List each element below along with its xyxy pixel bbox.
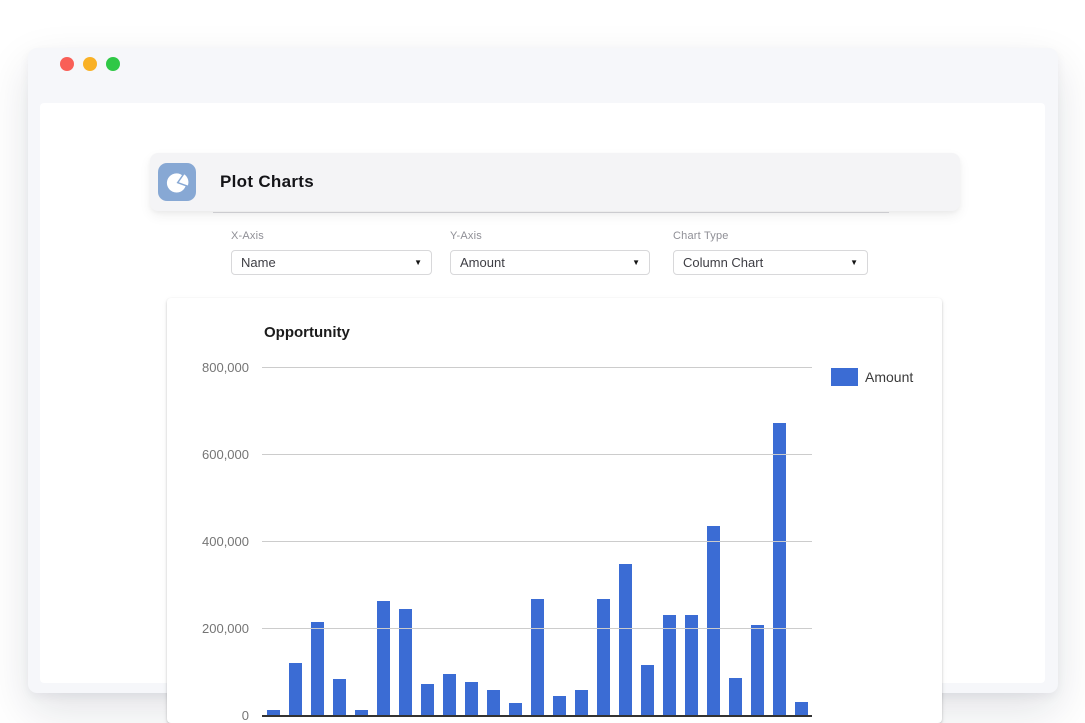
column-bar[interactable] <box>288 663 302 716</box>
column-bar[interactable] <box>420 684 434 716</box>
column-bar[interactable] <box>750 625 764 716</box>
legend-label: Amount <box>865 369 914 385</box>
x-axis-selected-value: Name <box>241 255 276 270</box>
y-tick-label: 0 <box>241 708 249 723</box>
x-axis-label: X-Axis <box>231 230 264 242</box>
bars <box>262 368 812 716</box>
pie-chart-glyph <box>166 173 189 193</box>
column-bar[interactable] <box>464 682 478 716</box>
header-divider <box>213 212 889 213</box>
y-axis-selected-value: Amount <box>460 255 505 270</box>
chart-type-selected-value: Column Chart <box>683 255 764 270</box>
app-header: Plot Charts <box>150 153 960 211</box>
column-bar[interactable] <box>552 695 566 716</box>
dropdown-caret-icon: ▼ <box>414 257 422 267</box>
app-window: Plot Charts X-Axis Name ▼ Y-Axis Amount … <box>28 48 1058 723</box>
column-bar[interactable] <box>398 609 412 716</box>
legend-swatch <box>831 368 858 386</box>
content-panel: Plot Charts X-Axis Name ▼ Y-Axis Amount … <box>40 103 1045 723</box>
column-bar[interactable] <box>662 615 676 716</box>
column-bar[interactable] <box>310 621 324 716</box>
chart-card: Opportunity 0 200,000 400,000 600,000 800,00… <box>167 298 942 723</box>
gridline <box>262 367 812 368</box>
column-bar[interactable] <box>684 615 698 716</box>
column-bar[interactable] <box>266 709 280 716</box>
column-bar[interactable] <box>728 677 742 716</box>
column-bar[interactable] <box>486 690 500 716</box>
y-tick-label: 400,000 <box>202 534 249 549</box>
column-bar[interactable] <box>794 701 808 716</box>
column-bar[interactable] <box>706 525 720 716</box>
maximize-window-button[interactable] <box>106 57 120 71</box>
column-bar[interactable] <box>332 679 346 716</box>
y-tick-label: 600,000 <box>202 447 249 462</box>
plot-area <box>262 367 812 717</box>
column-bar[interactable] <box>640 664 654 716</box>
y-axis-select[interactable]: Amount ▼ <box>450 250 650 275</box>
dropdown-caret-icon: ▼ <box>850 257 858 267</box>
gridline <box>262 454 812 455</box>
chart-type-label: Chart Type <box>673 230 729 242</box>
page-title: Plot Charts <box>220 172 314 191</box>
column-bar[interactable] <box>530 599 544 716</box>
chart-type-control: Chart Type Column Chart ▼ <box>673 230 868 275</box>
y-tick-label: 800,000 <box>202 360 249 375</box>
y-axis-control: Y-Axis Amount ▼ <box>450 230 650 275</box>
chart-type-select[interactable]: Column Chart ▼ <box>673 250 868 275</box>
column-bar[interactable] <box>376 600 390 716</box>
column-bar[interactable] <box>618 564 632 716</box>
dropdown-caret-icon: ▼ <box>632 257 640 267</box>
x-axis-control: X-Axis Name ▼ <box>231 230 432 275</box>
pie-chart-icon <box>158 163 196 201</box>
close-window-button[interactable] <box>60 57 74 71</box>
gridline <box>262 541 812 542</box>
x-axis-select[interactable]: Name ▼ <box>231 250 432 275</box>
column-bar[interactable] <box>442 673 456 716</box>
column-bar[interactable] <box>772 423 786 716</box>
window-controls <box>60 57 120 71</box>
column-bar[interactable] <box>354 709 368 716</box>
x-axis-line <box>262 715 812 717</box>
y-tick-label: 200,000 <box>202 621 249 636</box>
chart-legend: Amount <box>831 368 913 386</box>
column-bar[interactable] <box>596 599 610 716</box>
y-axis-labels: 0 200,000 400,000 600,000 800,000 <box>167 360 249 723</box>
chart-title: Opportunity <box>264 324 350 341</box>
minimize-window-button[interactable] <box>83 57 97 71</box>
gridline <box>262 628 812 629</box>
column-bar[interactable] <box>574 690 588 716</box>
y-axis-label: Y-Axis <box>450 230 482 242</box>
column-bar[interactable] <box>508 702 522 716</box>
